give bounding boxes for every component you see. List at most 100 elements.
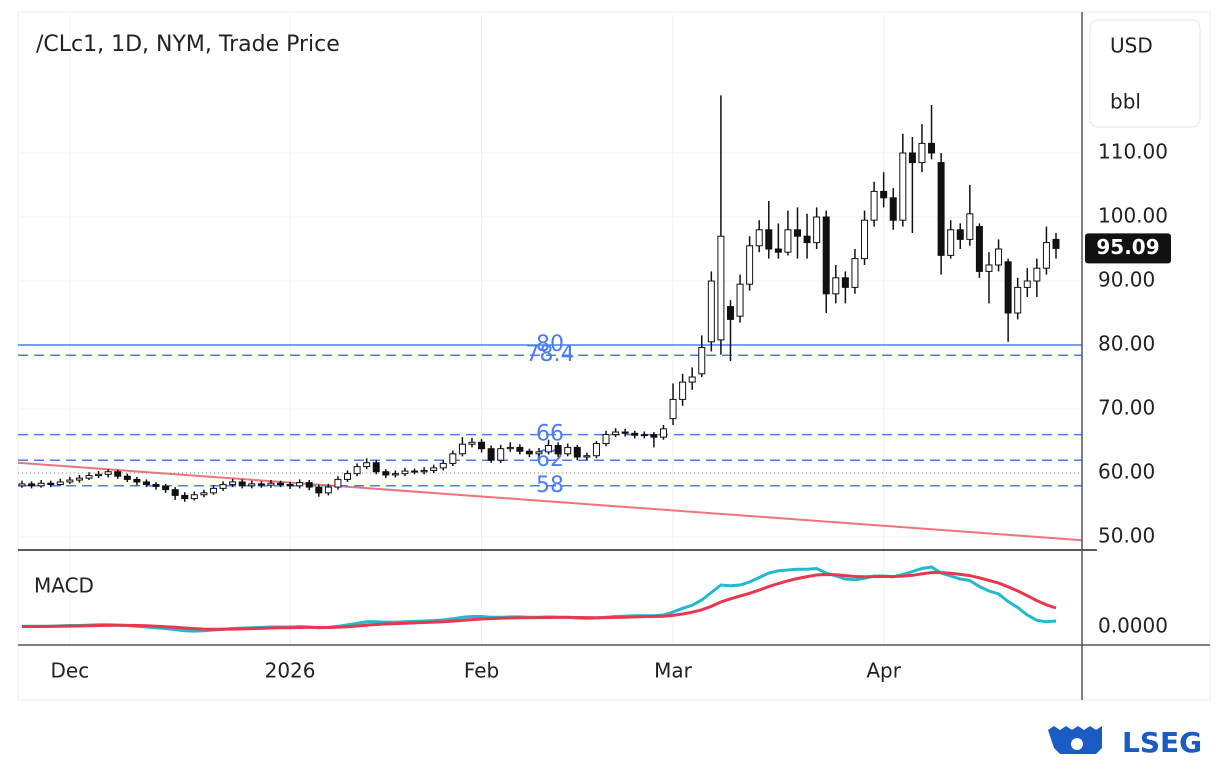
candle-body (803, 235, 811, 244)
unit-box[interactable] (1089, 19, 1201, 128)
candle-body (439, 462, 447, 469)
candle-body (966, 213, 974, 240)
candle-body (382, 471, 390, 476)
candle-body (592, 443, 600, 457)
candle-body (18, 483, 26, 487)
level-label: 58 (536, 473, 564, 498)
candle-body (190, 494, 198, 500)
candle-body (56, 481, 64, 486)
candle-body (631, 432, 639, 436)
candle-body (889, 197, 897, 221)
candle-body (248, 483, 256, 487)
candle-body (449, 453, 457, 464)
candle-body (353, 466, 361, 475)
candle-body (75, 477, 83, 481)
candle-body (219, 484, 227, 489)
candle-body (296, 482, 304, 487)
level-label: 78.4 (526, 342, 575, 367)
candle-body (937, 162, 945, 256)
chart-title: /CLc1, 1D, NYM, Trade Price (36, 32, 340, 57)
candle-body (133, 478, 141, 483)
level-label: 80 (536, 332, 564, 357)
x-tick-label: Mar (654, 659, 693, 683)
candle-body (497, 448, 505, 461)
candle-body (28, 483, 36, 487)
candle-body (162, 485, 170, 491)
brand-logo: LSEG (1048, 726, 1202, 759)
candle-body (257, 483, 265, 486)
candle-body (707, 280, 715, 343)
candle-body (47, 482, 55, 486)
candle-body (928, 142, 936, 154)
candle-body (908, 152, 916, 164)
candle-body (1004, 261, 1012, 314)
last-price-tag (1085, 233, 1171, 264)
candle-body (267, 482, 275, 486)
candle-body (1033, 267, 1041, 282)
candle-body (238, 481, 246, 487)
candle-body (200, 492, 208, 496)
candle-body (85, 475, 93, 479)
candle-body (478, 441, 486, 450)
candle-body (363, 462, 371, 468)
currency: USD (1110, 34, 1153, 58)
candle-body (334, 478, 342, 488)
x-tick-label: Feb (464, 659, 499, 683)
candle-body (602, 434, 610, 445)
candle-body (1042, 242, 1050, 269)
candle-body (95, 473, 103, 477)
candle-body (458, 443, 466, 455)
candle-body (1023, 280, 1031, 288)
chart-frame (17, 11, 1211, 701)
candle-body (650, 434, 658, 438)
candle-body (391, 473, 399, 476)
y-tick-label: 90.00 (1098, 267, 1155, 291)
candle-body (851, 258, 859, 288)
level-label: 66 (536, 422, 564, 447)
candle-body (420, 469, 428, 473)
candle-body (841, 277, 849, 288)
candle-body (1052, 238, 1060, 249)
candle-body (554, 444, 562, 455)
candle-body (995, 248, 1003, 266)
candle-body (717, 235, 725, 341)
candle-body (880, 190, 888, 199)
candle-body (37, 482, 45, 487)
candle-body (726, 306, 734, 320)
candle-body (640, 434, 648, 437)
candle-body (286, 484, 294, 487)
candle-body (315, 486, 323, 494)
candle-body (918, 142, 926, 164)
candle-body (506, 446, 514, 450)
candle-body (123, 475, 131, 480)
candle-body (401, 470, 409, 475)
candle-body (372, 462, 380, 473)
candle-body (583, 455, 591, 458)
candle-body (468, 441, 476, 445)
candle-body (229, 481, 237, 486)
x-tick-label: Apr (866, 659, 901, 683)
candle-body (209, 487, 217, 494)
candle-body (679, 381, 687, 400)
candle-body (956, 229, 964, 240)
candle-body (305, 482, 313, 488)
y-tick-label: 70.00 (1098, 396, 1155, 420)
x-tick-label: 2026 (265, 659, 316, 683)
candle-body (659, 428, 667, 438)
candle-body (688, 376, 696, 383)
candle-body (774, 248, 782, 253)
candle-body (813, 216, 821, 244)
candle-body (947, 229, 955, 256)
trendline (17, 461, 1083, 542)
candle-body (822, 216, 830, 295)
y-tick-label: 50.00 (1098, 524, 1155, 548)
candle-body (545, 444, 553, 453)
candle-body (411, 470, 419, 473)
indicator (21, 565, 1057, 633)
candle-body (612, 431, 620, 436)
indicator-line (21, 570, 1057, 631)
candle-body (516, 446, 524, 452)
